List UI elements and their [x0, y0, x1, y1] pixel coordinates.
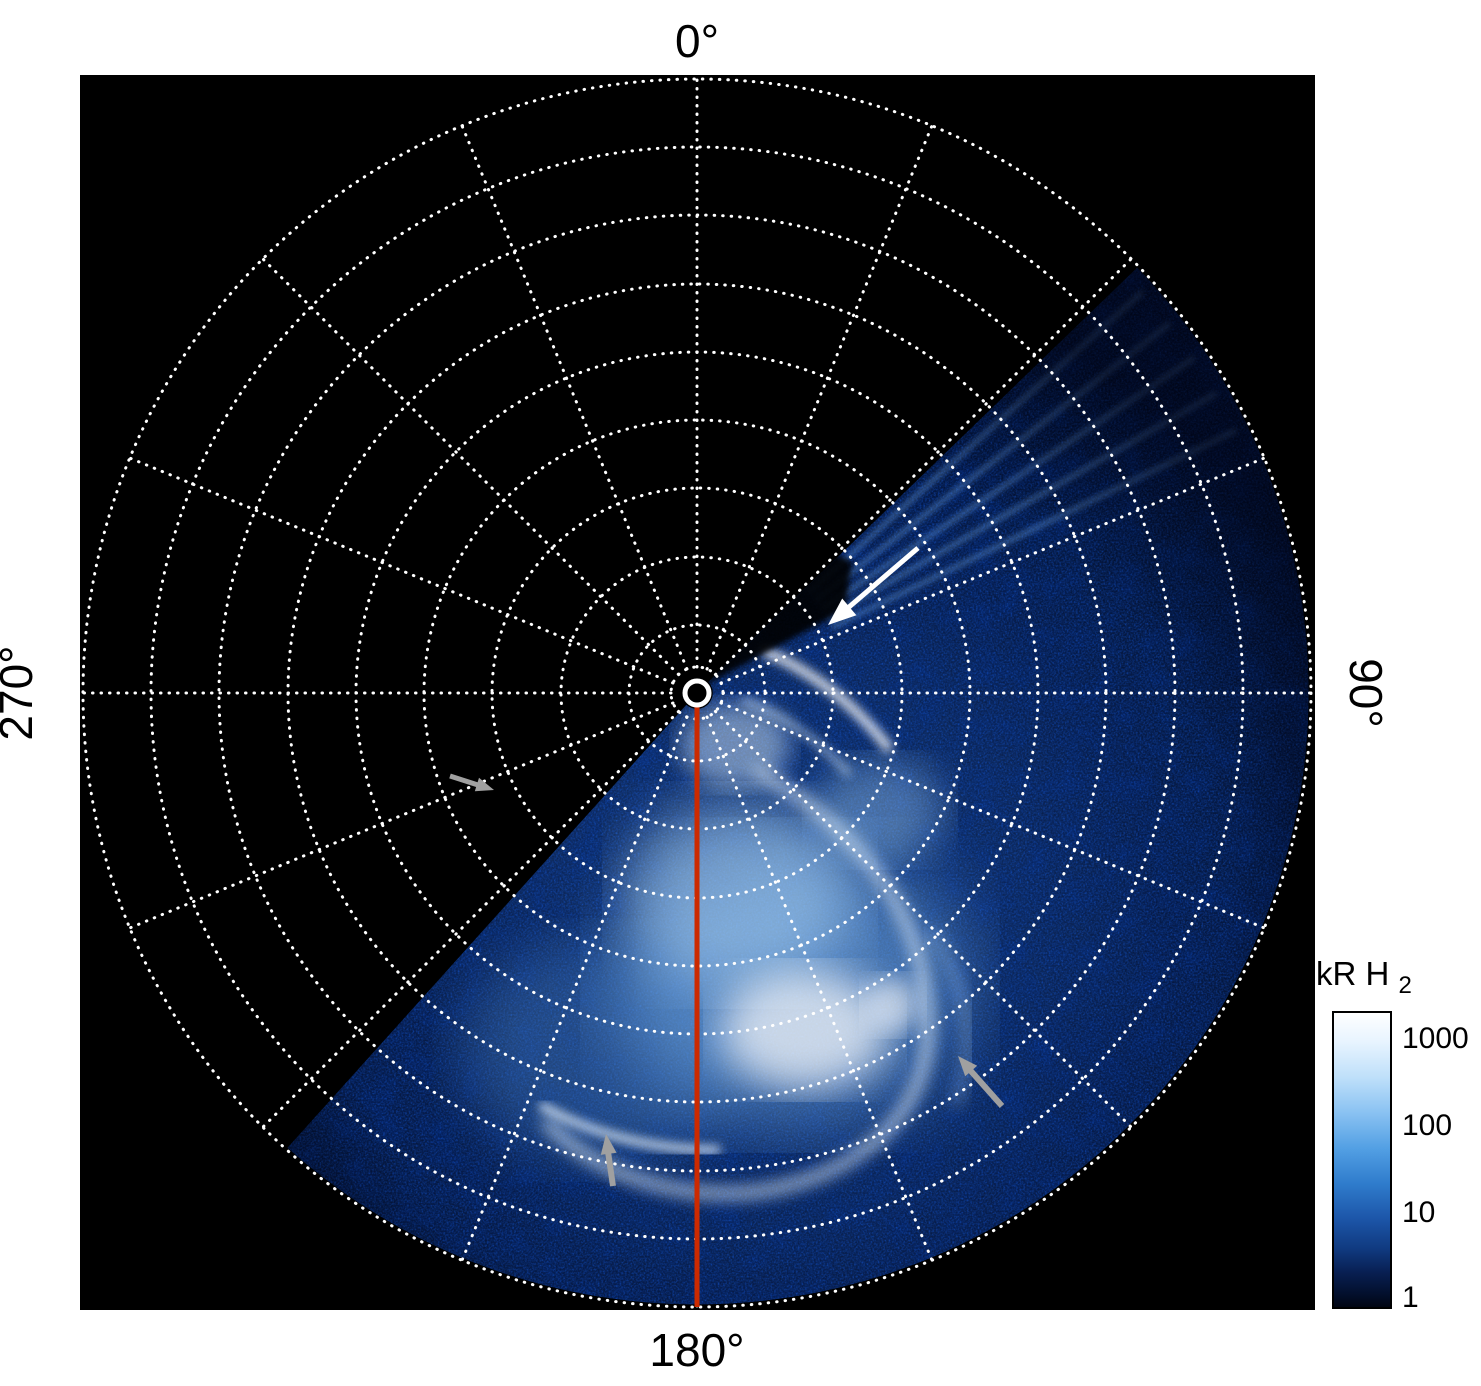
colorbar-tick-1: 1	[1402, 1281, 1419, 1314]
colorbar-tick-100: 100	[1402, 1109, 1452, 1142]
colorbar-title-main: kR H	[1316, 955, 1389, 992]
colorbar-ticks: 1000 100 10 1	[1402, 1022, 1469, 1314]
gray-arrow-shaft	[605, 1151, 616, 1187]
gray-arrow-shaft	[967, 1068, 1005, 1108]
gray-arrow-annotation-southeast	[958, 1056, 1005, 1108]
annotation-arrows	[449, 546, 1005, 1187]
angle-label-270: 270°	[0, 645, 42, 740]
colorbar-title-sub: 2	[1399, 972, 1412, 999]
gray-arrow-head	[474, 777, 494, 792]
colorbar-title: kR H 2	[1316, 955, 1412, 999]
gray-arrow-annotation-west	[449, 773, 494, 792]
gray-arrow-annotation-south	[600, 1134, 617, 1187]
angle-label-0: 0°	[675, 15, 719, 67]
white-arrow-head	[828, 598, 857, 625]
colorbar-gradient-bar	[1332, 1011, 1392, 1309]
pole-marker	[682, 678, 712, 708]
colorbar-tick-1000: 1000	[1402, 1022, 1469, 1055]
angle-label-180: 180°	[649, 1324, 744, 1376]
gray-arrow-head	[600, 1134, 617, 1155]
colorbar-tick-10: 10	[1402, 1196, 1435, 1229]
white-arrow-shaft	[847, 546, 920, 609]
gray-arrow-head	[958, 1056, 978, 1077]
colorbar: kR H 2 1000 100 10 1	[1316, 955, 1469, 1314]
white-arrow-annotation	[828, 546, 920, 625]
gray-arrow-shaft	[449, 773, 479, 788]
angle-label-90: 90°	[1340, 658, 1392, 728]
